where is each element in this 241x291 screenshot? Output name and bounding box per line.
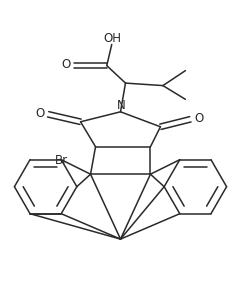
- Text: Br: Br: [55, 154, 68, 167]
- Text: O: O: [35, 107, 45, 120]
- Text: O: O: [194, 111, 203, 125]
- Text: OH: OH: [104, 32, 121, 45]
- Text: N: N: [117, 99, 126, 112]
- Text: O: O: [62, 58, 71, 71]
